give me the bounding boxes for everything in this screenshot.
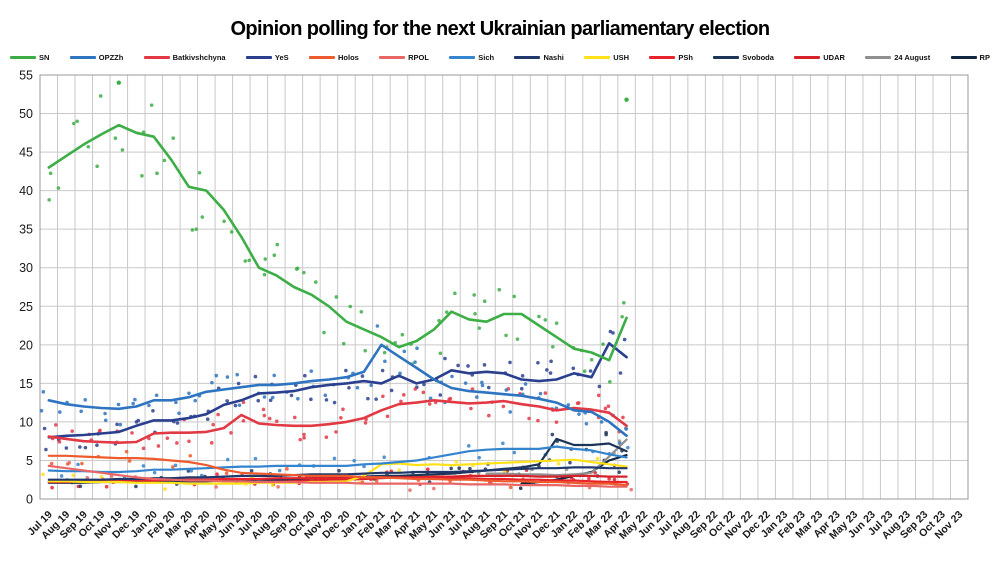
legend-label: UDAR: [823, 53, 845, 62]
legend-item-ush: USH: [584, 53, 629, 62]
legend-color-swatch: [794, 56, 821, 59]
legend-color-swatch: [865, 56, 892, 59]
svg-text:5: 5: [26, 454, 33, 468]
y-axis-labels: 0 5 10 15 20 25 30 35 40 45 50 55: [19, 69, 33, 507]
svg-text:15: 15: [19, 377, 33, 391]
legend-color-swatch: [143, 56, 170, 59]
legend-item-rp: RP: [950, 53, 990, 62]
legend-label: YeS: [274, 53, 289, 62]
legend-color-swatch: [449, 56, 476, 59]
plot-grid: [39, 74, 969, 500]
legend-item-udar: UDAR: [794, 53, 845, 62]
series-lines: [47, 123, 628, 488]
legend-color-swatch: [649, 56, 676, 59]
chart-legend: SN OPZZh Batkivshchyna YeS Holos RPOL Sich Nash…: [10, 53, 990, 62]
legend-color-swatch: [69, 56, 96, 59]
legend-item-holos: Holos: [308, 53, 359, 62]
legend-item-batkivshchyna: Batkivshchyna: [143, 53, 226, 62]
legend-color-swatch: [950, 56, 977, 59]
legend-item-24-august: 24 August: [865, 53, 930, 62]
legend-label: PSh: [678, 53, 693, 62]
svg-text:20: 20: [19, 338, 33, 352]
legend-label: 24 August: [894, 53, 931, 62]
legend-color-swatch: [514, 56, 541, 59]
legend-label: Batkivshchyna: [172, 53, 226, 62]
legend-label: Holos: [337, 53, 359, 62]
svg-text:35: 35: [19, 223, 33, 237]
svg-text:45: 45: [19, 146, 33, 160]
legend-color-swatch: [10, 56, 36, 59]
legend-label: USH: [613, 53, 630, 62]
legend-label: OPZZh: [98, 53, 124, 62]
svg-text:55: 55: [19, 69, 33, 83]
legend-item-opzzh: OPZZh: [69, 53, 124, 62]
svg-text:30: 30: [19, 261, 33, 275]
legend-color-swatch: [308, 56, 335, 59]
legend-color-swatch: [245, 56, 272, 59]
legend-item-nashi: Nashi: [514, 53, 564, 62]
legend-item-sich: Sich: [449, 53, 494, 62]
legend-label: RPOL: [408, 53, 429, 62]
legend-color-swatch: [713, 56, 740, 59]
legend-label: RP: [979, 53, 990, 62]
legend-color-swatch: [584, 56, 611, 59]
legend-item-rpol: RPOL: [379, 53, 429, 62]
legend-item-yes: YeS: [245, 53, 289, 62]
svg-text:0: 0: [26, 493, 33, 507]
svg-text:40: 40: [19, 184, 33, 198]
poll-scatter: [39, 94, 633, 492]
legend-label: Sich: [478, 53, 495, 62]
svg-text:50: 50: [19, 107, 33, 121]
legend-label: SN: [39, 53, 50, 62]
legend-color-swatch: [379, 56, 406, 59]
legend-item-sn: SN: [10, 53, 49, 62]
legend-item-psh: PSh: [649, 53, 693, 62]
page-title: Opinion polling for the next Ukrainian p…: [230, 18, 770, 40]
svg-text:10: 10: [19, 415, 33, 429]
notable-points: [116, 80, 629, 102]
legend-label: Nashi: [543, 53, 564, 62]
svg-text:25: 25: [19, 300, 33, 314]
legend-label: Svoboda: [742, 53, 774, 62]
legend-item-svoboda: Svoboda: [713, 53, 774, 62]
